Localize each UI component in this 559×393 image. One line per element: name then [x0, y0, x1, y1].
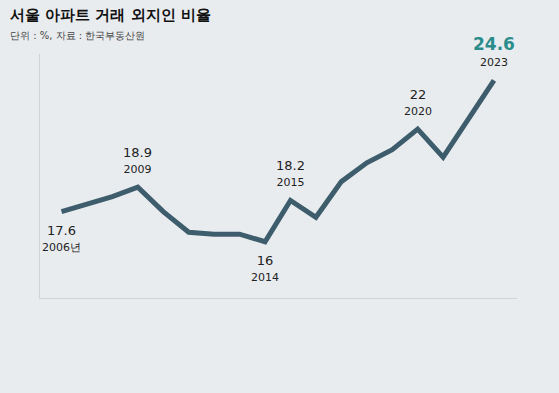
- svg-text:24.62023: 24.62023: [473, 34, 515, 69]
- svg-text:162014: 162014: [251, 253, 279, 284]
- svg-text:222020: 222020: [404, 87, 432, 118]
- svg-text:17.62006년: 17.62006년: [42, 223, 81, 254]
- svg-text:서울 아파트 거래 외지인 비율단위 : %, 자료 : 한: 서울 아파트 거래 외지인 비율단위 : %, 자료 : 한국부동산원: [10, 6, 211, 42]
- svg-text:18.92009: 18.92009: [123, 145, 152, 176]
- svg-text:18.22015: 18.22015: [276, 158, 305, 189]
